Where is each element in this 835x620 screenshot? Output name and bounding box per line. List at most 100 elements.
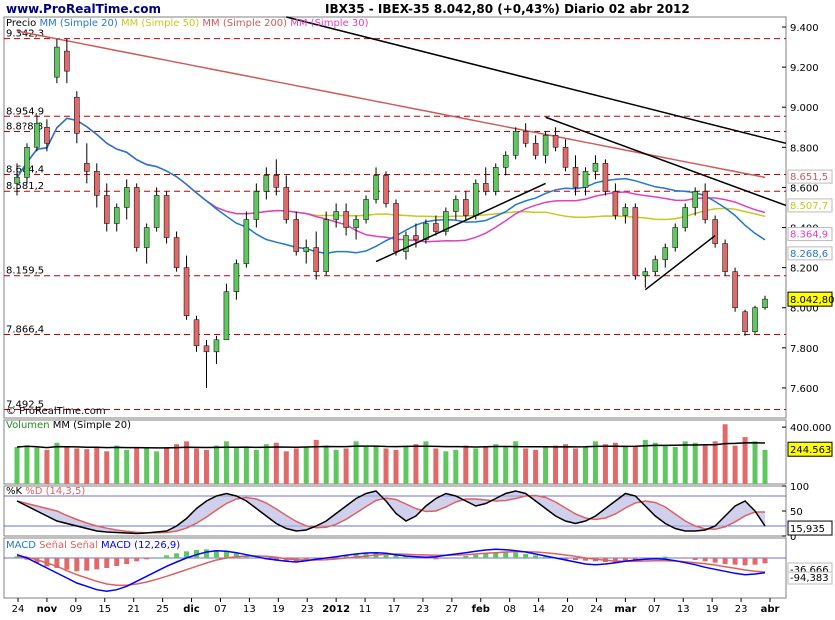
volume-bar xyxy=(213,445,219,484)
price-tick-label: 8.000 xyxy=(790,304,819,315)
macd-hist-bar xyxy=(393,554,399,558)
candle-body xyxy=(383,175,389,204)
candle-body xyxy=(94,171,100,196)
candle-body xyxy=(373,175,379,200)
candle-body xyxy=(34,123,40,148)
legend-macd: MACD Señal Señal MACD (12,26,9) xyxy=(6,540,180,551)
volume-bar xyxy=(543,447,549,484)
level-label: 8.954,9 xyxy=(6,106,44,117)
volume-bar xyxy=(293,448,299,484)
sma20-line xyxy=(16,117,766,255)
trendline-down xyxy=(545,116,787,207)
trendline-major xyxy=(286,16,787,145)
volume-bar xyxy=(44,449,50,484)
credit: © ProRealTime.com xyxy=(6,406,106,417)
volume-bar xyxy=(702,444,708,484)
volume-bar xyxy=(742,437,748,484)
macd-hist-bar xyxy=(283,558,289,562)
candle-body xyxy=(453,199,459,212)
volume-bar xyxy=(14,447,20,484)
candle-body xyxy=(64,50,70,72)
stoch-k-line xyxy=(16,490,766,535)
macd-hist-bar xyxy=(164,555,170,558)
volume-tick-label: 400.000 xyxy=(790,423,831,434)
stoch-tick-label: 100 xyxy=(790,482,809,493)
candle-body xyxy=(153,195,160,228)
macd-hist-bar xyxy=(682,558,688,559)
volume-bar xyxy=(243,447,249,484)
macd-hist-bar xyxy=(184,551,190,558)
macd-hist-bar xyxy=(353,554,359,558)
legend-entry: MM (Simple 20) xyxy=(39,18,121,29)
last-price-tag xyxy=(787,291,833,307)
candle-body xyxy=(353,219,359,228)
candle-body xyxy=(692,191,698,208)
legend-entry: Señal xyxy=(39,540,71,551)
level-label: 8.8?8,8 xyxy=(6,122,43,133)
volume-bar xyxy=(144,448,150,484)
volume-bar xyxy=(343,448,349,484)
stoch-last-tag xyxy=(787,520,833,536)
macd-hist-bar xyxy=(124,558,130,564)
x-tick-label: 09 xyxy=(69,604,82,615)
legend-entry: %K xyxy=(6,486,26,497)
candle-body xyxy=(542,135,549,156)
site-url[interactable]: www.ProRealTime.com xyxy=(6,2,161,16)
macd-hist-bar xyxy=(722,558,728,564)
macd-hist-bar xyxy=(632,558,638,560)
macd-hist-bar xyxy=(423,558,429,559)
volume-bar xyxy=(632,447,638,484)
candle-body xyxy=(323,219,329,272)
volume-bar xyxy=(582,447,588,484)
x-tick-label: 25 xyxy=(156,604,169,615)
macd-hist-bar xyxy=(453,557,459,558)
macd-hist-bar xyxy=(213,550,219,558)
volume-bar xyxy=(622,445,628,484)
ma-value-label: 8.651,5 xyxy=(790,172,828,183)
price-tick-label: 7.800 xyxy=(790,344,819,355)
macd-hist-bar xyxy=(74,558,80,572)
volume-bar xyxy=(413,444,419,484)
volume-bar xyxy=(553,445,559,484)
volume-bar xyxy=(483,447,489,484)
volume-bar xyxy=(194,448,200,484)
stoch-tick-label: 50 xyxy=(790,507,803,518)
volume-bar xyxy=(154,451,160,484)
candle-body xyxy=(413,235,419,240)
volume-bar xyxy=(333,449,339,484)
candle-body xyxy=(123,187,130,208)
stoch-last-label: 15,935 xyxy=(790,524,825,535)
candle-body xyxy=(183,267,190,316)
macd-signal-tag xyxy=(787,571,833,585)
candle-body xyxy=(14,177,20,184)
volume-bar xyxy=(233,447,239,484)
sma200-line xyxy=(16,30,766,179)
candle-body xyxy=(463,199,469,216)
macd-hist-bar xyxy=(433,558,439,560)
legend-entry: Volumen xyxy=(6,420,53,431)
volume-bar xyxy=(174,444,180,484)
macd-hist-bar xyxy=(253,557,259,558)
macd-hist-bar xyxy=(144,558,150,560)
candle-body xyxy=(492,167,499,192)
macd-hist-bar xyxy=(343,555,349,558)
candle-body xyxy=(283,187,290,220)
legend-entry: MACD (12,26,9) xyxy=(101,540,181,551)
macd-hist-bar xyxy=(493,552,499,558)
price-tick-label: 9.400 xyxy=(790,23,819,34)
volume-bar xyxy=(732,445,738,484)
candle-body xyxy=(473,183,479,216)
x-tick-label: 23 xyxy=(735,604,748,615)
macd-hist-bar xyxy=(513,552,519,558)
candle-body xyxy=(333,211,339,220)
volume-bar xyxy=(263,444,269,484)
x-tick-label: 21 xyxy=(127,604,140,615)
volume-bar xyxy=(752,441,758,484)
candle-body xyxy=(592,163,599,172)
candle-body xyxy=(483,183,489,192)
x-tick-label: feb xyxy=(472,604,490,615)
volume-bar xyxy=(592,441,598,484)
volume-bar xyxy=(762,449,768,484)
level-label: 9.342,3 xyxy=(6,29,44,40)
ma-value-tag xyxy=(787,246,833,261)
